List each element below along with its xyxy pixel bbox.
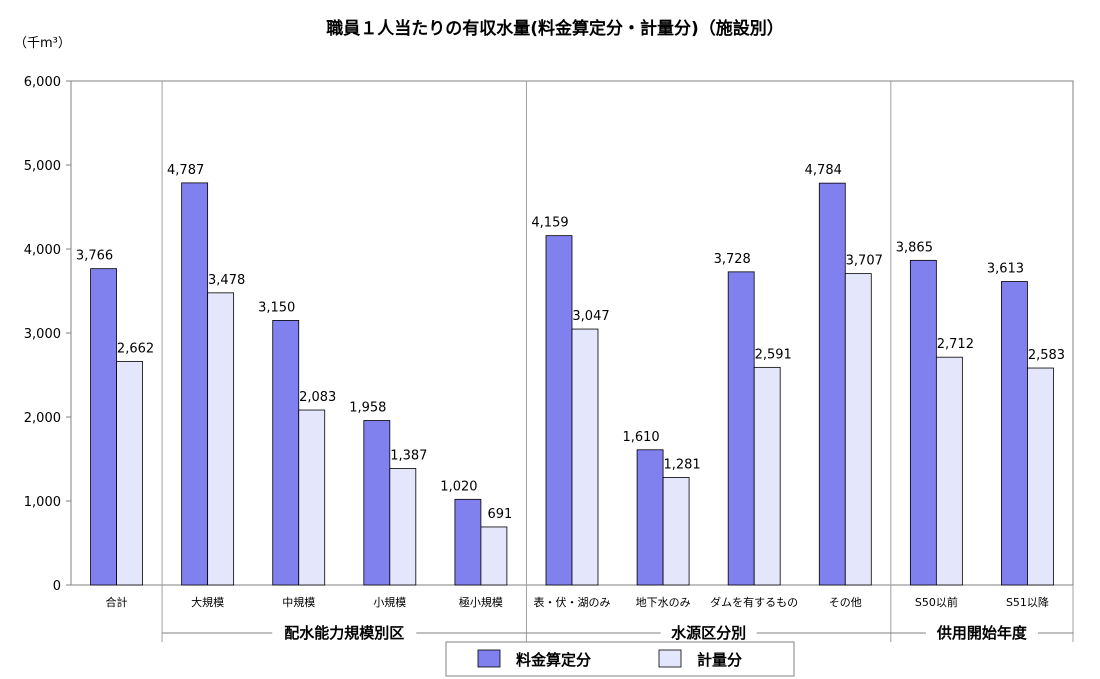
group-labels: 配水能力規模別区 水源区分別 供用開始年度 bbox=[162, 624, 1073, 642]
x-tick-label: その他 bbox=[829, 596, 862, 609]
bar-metered bbox=[298, 409, 326, 586]
bar-metered bbox=[480, 526, 508, 586]
y-tick-label: 1,000 bbox=[24, 495, 61, 510]
data-label-metered: 1,281 bbox=[663, 457, 700, 472]
bar-metered bbox=[753, 366, 781, 586]
data-label-metered: 2,583 bbox=[1028, 348, 1065, 363]
chart-title: 職員１人当たりの有収水量(料金算定分・計量分)（施設別） bbox=[326, 18, 784, 39]
data-label-fee: 1,958 bbox=[349, 401, 386, 416]
x-tick-label: 地下水のみ bbox=[636, 596, 691, 609]
bar-fee bbox=[454, 498, 482, 586]
legend: 料金算定分 計量分 bbox=[445, 641, 795, 677]
bar-fee bbox=[636, 449, 664, 586]
data-label-fee: 3,766 bbox=[76, 249, 113, 264]
bar-metered bbox=[207, 292, 235, 586]
bar-metered bbox=[571, 328, 599, 586]
y-unit-label: （千m³） bbox=[14, 36, 71, 51]
bar-fee bbox=[90, 268, 117, 586]
group-label: 供用開始年度 bbox=[936, 624, 1028, 642]
legend-box bbox=[445, 641, 795, 677]
bar-fee bbox=[1001, 281, 1028, 586]
x-tick-label: 小規模 bbox=[373, 595, 406, 609]
data-label-fee: 3,728 bbox=[714, 252, 751, 267]
x-tick-label: ダムを有するもの bbox=[710, 595, 798, 609]
x-tick-label: 中規模 bbox=[282, 595, 315, 609]
bar-fee bbox=[545, 235, 573, 586]
group-label: 配水能力規模別区 bbox=[284, 624, 404, 642]
data-label-metered: 691 bbox=[487, 507, 512, 522]
x-tick-label: 表・伏・湖のみ bbox=[534, 595, 611, 609]
bar-metered bbox=[1027, 367, 1054, 586]
bar-fee bbox=[272, 319, 300, 586]
legend-label-metered: 計量分 bbox=[697, 651, 742, 669]
data-label-metered: 2,083 bbox=[299, 390, 336, 405]
x-tick-label: S51以降 bbox=[1006, 595, 1049, 609]
data-label-metered: 2,662 bbox=[117, 341, 154, 356]
bar-metered bbox=[935, 356, 963, 586]
bar-metered bbox=[844, 273, 872, 586]
data-label-metered: 3,478 bbox=[208, 273, 245, 288]
x-tick-label: S50以前 bbox=[915, 595, 958, 609]
bar-metered bbox=[662, 476, 690, 586]
x-tick-label: 合計 bbox=[106, 595, 128, 609]
bar-fee bbox=[818, 182, 846, 586]
bars bbox=[90, 182, 1054, 586]
group-separators bbox=[161, 81, 1074, 642]
data-label-metered: 1,387 bbox=[390, 448, 427, 463]
data-label-fee: 1,610 bbox=[622, 430, 659, 445]
y-tick-label: 2,000 bbox=[24, 411, 61, 426]
data-label-metered: 3,707 bbox=[846, 254, 883, 269]
y-tick-label: 0 bbox=[53, 579, 61, 594]
data-label-fee: 1,020 bbox=[440, 479, 477, 494]
bar-fee bbox=[909, 259, 937, 586]
y-tick-label: 3,000 bbox=[24, 327, 61, 342]
bar-fee bbox=[727, 271, 755, 586]
x-tick-label: 大規模 bbox=[191, 595, 224, 609]
bar-fee bbox=[363, 420, 391, 586]
data-label-fee: 3,865 bbox=[896, 240, 933, 255]
data-labels: 3,766 2,662 4,787 3,478 3,150 2,083 1,958 1,387… bbox=[76, 163, 1065, 522]
group-label: 水源区分別 bbox=[671, 624, 746, 642]
bar-metered bbox=[116, 360, 143, 586]
x-axis-tick-labels: 合計 大規模 中規模 小規模 極小規模 表・伏・湖のみ 地下水のみ ダムを有するもの その他 S5… bbox=[106, 595, 1049, 609]
legend-swatch-fee bbox=[477, 649, 501, 668]
bar-fee bbox=[181, 182, 209, 586]
data-label-fee: 3,150 bbox=[258, 300, 295, 315]
data-label-metered: 2,591 bbox=[755, 347, 792, 362]
x-tick-label: 極小規模 bbox=[459, 595, 503, 609]
data-label-fee: 4,787 bbox=[167, 163, 204, 178]
y-tick-label: 6,000 bbox=[24, 75, 61, 90]
data-label-metered: 2,712 bbox=[937, 337, 974, 352]
data-label-fee: 4,784 bbox=[805, 163, 842, 178]
legend-label-fee: 料金算定分 bbox=[516, 651, 591, 669]
data-label-fee: 4,159 bbox=[531, 216, 568, 231]
y-tick-label: 5,000 bbox=[24, 159, 61, 174]
y-axis: 0 1,000 2,000 3,000 4,000 5,000 6,000 bbox=[24, 75, 71, 594]
legend-swatch-metered bbox=[658, 649, 682, 668]
data-label-metered: 3,047 bbox=[572, 309, 609, 324]
y-tick-label: 4,000 bbox=[24, 243, 61, 258]
data-label-fee: 3,613 bbox=[987, 262, 1024, 277]
bar-metered bbox=[389, 468, 417, 586]
